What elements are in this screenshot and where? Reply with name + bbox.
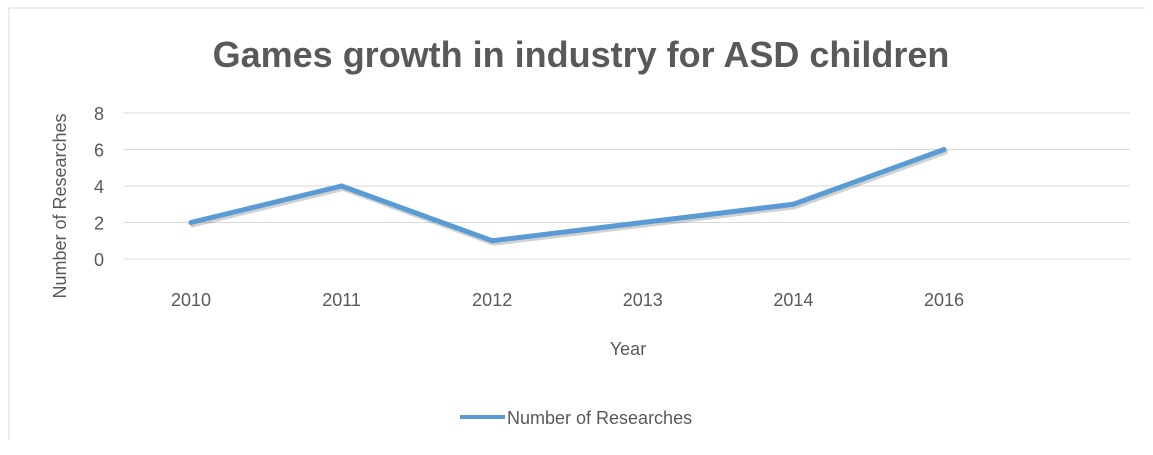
x-tick-label: 2016 [924, 290, 964, 310]
y-tick-label: 0 [94, 250, 104, 270]
legend-label: Number of Researches [507, 408, 692, 428]
chart-title: Games growth in industry for ASD childre… [213, 34, 950, 75]
data-point [941, 147, 947, 152]
gridlines [124, 112, 1130, 260]
data-point [188, 220, 194, 225]
legend: Number of Researches [460, 408, 692, 428]
data-point [489, 238, 495, 244]
y-axis-label: Number of Researches [50, 113, 70, 298]
y-tick-label: 2 [94, 214, 104, 234]
x-axis-tick-labels: 2010 2011 2012 2013 2014 2016 [171, 290, 964, 310]
y-axis-tick-labels: 0 2 4 6 8 [94, 104, 104, 270]
y-tick-label: 6 [94, 141, 104, 161]
y-tick-label: 8 [94, 104, 104, 124]
x-tick-label: 2012 [472, 290, 512, 310]
series-line-0 [188, 147, 947, 244]
data-point [640, 220, 646, 225]
data-point [339, 183, 345, 189]
data-point [790, 201, 796, 207]
series-line-shadow [190, 149, 948, 246]
series-layer [188, 147, 948, 246]
x-tick-label: 2010 [171, 290, 211, 310]
y-tick-label: 4 [94, 177, 104, 197]
x-tick-label: 2011 [322, 290, 361, 310]
x-tick-label: 2014 [773, 290, 813, 310]
x-tick-label: 2013 [623, 290, 663, 310]
x-axis-label: Year [610, 339, 646, 359]
